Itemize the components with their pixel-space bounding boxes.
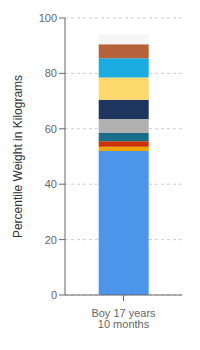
svg-text:0: 0 [51, 289, 57, 301]
svg-text:80: 80 [45, 67, 57, 79]
svg-text:60: 60 [45, 123, 57, 135]
svg-text:40: 40 [45, 178, 57, 190]
svg-text:Boy 17 years10 months: Boy 17 years10 months [91, 307, 156, 330]
svg-text:Percentile Weight in Kilograms: Percentile Weight in Kilograms [11, 75, 25, 238]
svg-text:20: 20 [45, 234, 57, 246]
svg-text:100: 100 [39, 12, 57, 24]
